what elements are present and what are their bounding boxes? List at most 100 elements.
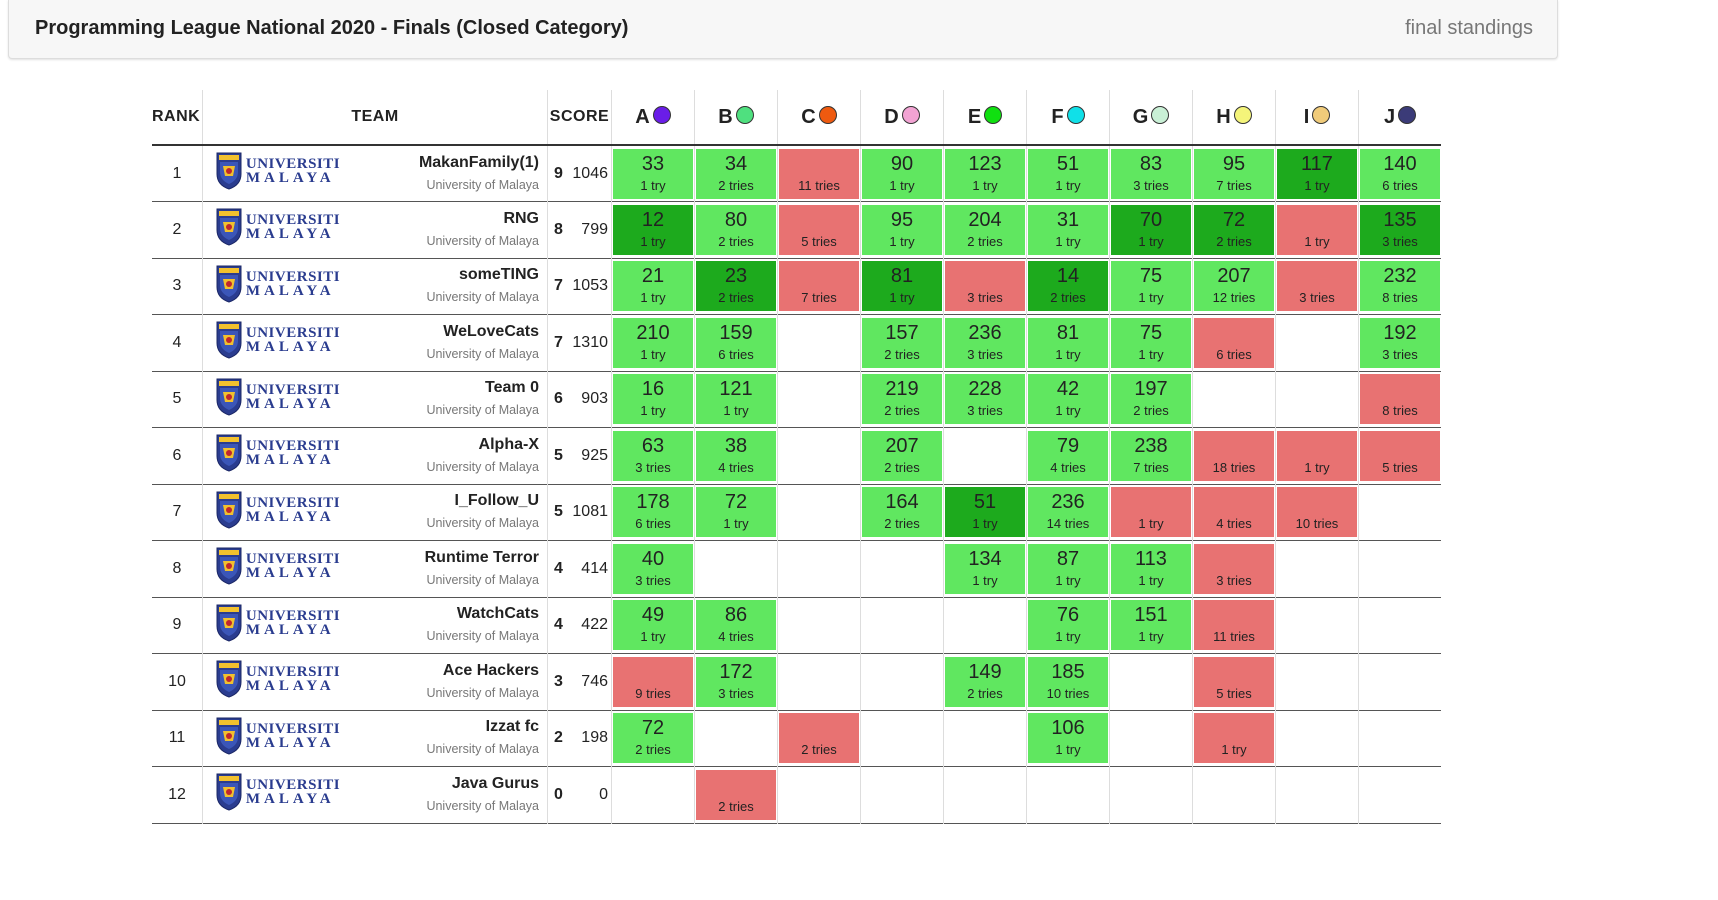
problem-cell-h[interactable]: 18 tries (1192, 427, 1276, 484)
problem-cell-d[interactable]: 90 1 try (860, 145, 944, 202)
problem-result[interactable]: 151 1 try (1111, 600, 1191, 651)
problem-result[interactable]: 140 6 tries (1360, 148, 1440, 199)
problem-cell-j[interactable]: 232 8 tries (1358, 258, 1441, 315)
problem-result[interactable]: 1 try (1194, 713, 1274, 764)
problem-header-e[interactable]: E (943, 90, 1027, 145)
problem-result[interactable]: 210 1 try (613, 317, 693, 368)
problem-result[interactable]: 5 tries (1360, 430, 1440, 481)
problem-cell-h[interactable]: 3 tries (1192, 540, 1276, 597)
problem-result[interactable]: 185 10 tries (1028, 656, 1108, 707)
problem-result[interactable]: 228 3 tries (945, 374, 1025, 425)
team-cell[interactable]: Izzat fc University of Malaya (353, 710, 548, 767)
problem-result[interactable]: 81 1 try (1028, 317, 1108, 368)
problem-result[interactable]: 3 tries (945, 261, 1025, 312)
team-name[interactable]: Ace Hackers (442, 661, 539, 679)
problem-result[interactable]: 117 1 try (1277, 148, 1357, 199)
team-row[interactable]: 11 UNIVERSITI MALAYA Izzat fc University of … (152, 710, 1441, 767)
problem-result[interactable]: 70 1 try (1111, 204, 1191, 255)
problem-cell-f[interactable]: 51 1 try (1026, 145, 1110, 202)
team-name[interactable]: Java Gurus (451, 774, 539, 792)
problem-result[interactable]: 86 4 tries (696, 600, 776, 651)
problem-cell-j[interactable]: 8 tries (1358, 371, 1441, 428)
problem-cell-h[interactable]: 207 12 tries (1192, 258, 1276, 315)
team-row[interactable]: 8 UNIVERSITI MALAYA Runtime Terror Universit… (152, 540, 1441, 597)
problem-cell-b[interactable]: 2 tries (694, 766, 778, 823)
problem-cell-j[interactable]: 135 3 tries (1358, 201, 1441, 258)
problem-header-g[interactable]: G (1109, 90, 1193, 145)
problem-result[interactable]: 6 tries (1194, 317, 1274, 368)
problem-result[interactable]: 172 3 tries (696, 656, 776, 707)
problem-cell-f[interactable]: 87 1 try (1026, 540, 1110, 597)
problem-result[interactable]: 72 1 try (696, 487, 776, 538)
problem-cell-f[interactable]: 76 1 try (1026, 597, 1110, 654)
problem-result[interactable]: 5 tries (779, 204, 859, 255)
problem-cell-f[interactable]: 106 1 try (1026, 710, 1110, 767)
problem-result[interactable]: 113 1 try (1111, 543, 1191, 594)
problem-result[interactable]: 23 2 tries (696, 261, 776, 312)
team-row[interactable]: 9 UNIVERSITI MALAYA WatchCats University of … (152, 597, 1441, 654)
problem-cell-b[interactable]: 121 1 try (694, 371, 778, 428)
problem-result[interactable]: 40 3 tries (613, 543, 693, 594)
problem-result[interactable]: 8 tries (1360, 374, 1440, 425)
problem-cell-g[interactable]: 113 1 try (1109, 540, 1193, 597)
team-cell[interactable]: Ace Hackers University of Malaya (353, 654, 548, 711)
problem-result[interactable]: 135 3 tries (1360, 204, 1440, 255)
problem-cell-h[interactable]: 1 try (1192, 710, 1276, 767)
problem-result[interactable]: 178 6 tries (613, 487, 693, 538)
problem-result[interactable]: 10 tries (1277, 487, 1357, 538)
team-cell[interactable]: Team 0 University of Malaya (353, 371, 548, 428)
problem-cell-b[interactable]: 34 2 tries (694, 145, 778, 202)
problem-cell-d[interactable]: 207 2 tries (860, 427, 944, 484)
problem-cell-a[interactable]: 40 3 tries (611, 540, 695, 597)
team-row[interactable]: 4 UNIVERSITI MALAYA WeLoveCats University of… (152, 314, 1441, 371)
problem-cell-a[interactable]: 12 1 try (611, 201, 695, 258)
problem-result[interactable]: 1 try (1111, 487, 1191, 538)
problem-result[interactable]: 72 2 tries (613, 713, 693, 764)
team-cell[interactable]: MakanFamily(1) University of Malaya (353, 145, 548, 202)
problem-cell-e[interactable]: 228 3 tries (943, 371, 1027, 428)
problem-result[interactable]: 7 tries (779, 261, 859, 312)
problem-cell-b[interactable]: 159 6 tries (694, 314, 778, 371)
problem-result[interactable]: 192 3 tries (1360, 317, 1440, 368)
problem-result[interactable]: 14 2 tries (1028, 261, 1108, 312)
problem-result[interactable]: 236 3 tries (945, 317, 1025, 368)
problem-cell-a[interactable]: 16 1 try (611, 371, 695, 428)
team-cell[interactable]: someTING University of Malaya (353, 258, 548, 315)
problem-result[interactable]: 159 6 tries (696, 317, 776, 368)
problem-cell-a[interactable]: 72 2 tries (611, 710, 695, 767)
problem-cell-h[interactable]: 72 2 tries (1192, 201, 1276, 258)
problem-result[interactable]: 4 tries (1194, 487, 1274, 538)
problem-cell-d[interactable]: 95 1 try (860, 201, 944, 258)
problem-result[interactable]: 31 1 try (1028, 204, 1108, 255)
problem-cell-b[interactable]: 80 2 tries (694, 201, 778, 258)
problem-cell-b[interactable]: 86 4 tries (694, 597, 778, 654)
team-name[interactable]: Izzat fc (485, 718, 539, 736)
team-name[interactable]: Alpha-X (478, 435, 539, 453)
problem-cell-i[interactable]: 1 try (1275, 201, 1359, 258)
problem-result[interactable]: 207 2 tries (862, 430, 942, 481)
problem-cell-h[interactable]: 6 tries (1192, 314, 1276, 371)
team-row[interactable]: 5 UNIVERSITI MALAYA Team 0 University of Mal… (152, 371, 1441, 428)
problem-result[interactable]: 149 2 tries (945, 656, 1025, 707)
team-row[interactable]: 12 UNIVERSITI MALAYA Java Gurus University o… (152, 766, 1441, 823)
problem-cell-e[interactable]: 3 tries (943, 258, 1027, 315)
problem-result[interactable]: 106 1 try (1028, 713, 1108, 764)
problem-cell-h[interactable]: 95 7 tries (1192, 145, 1276, 202)
problem-result[interactable]: 33 1 try (613, 148, 693, 199)
problem-cell-g[interactable]: 197 2 tries (1109, 371, 1193, 428)
problem-cell-h[interactable]: 4 tries (1192, 484, 1276, 541)
problem-cell-f[interactable]: 14 2 tries (1026, 258, 1110, 315)
problem-result[interactable]: 157 2 tries (862, 317, 942, 368)
problem-result[interactable]: 75 1 try (1111, 261, 1191, 312)
team-row[interactable]: 7 UNIVERSITI MALAYA I_Follow_U University of… (152, 484, 1441, 541)
problem-result[interactable]: 11 tries (1194, 600, 1274, 651)
problem-result[interactable]: 238 7 tries (1111, 430, 1191, 481)
problem-result[interactable]: 63 3 tries (613, 430, 693, 481)
problem-result[interactable]: 134 1 try (945, 543, 1025, 594)
problem-cell-i[interactable]: 10 tries (1275, 484, 1359, 541)
problem-result[interactable]: 164 2 tries (862, 487, 942, 538)
problem-result[interactable]: 95 1 try (862, 204, 942, 255)
problem-result[interactable]: 42 1 try (1028, 374, 1108, 425)
problem-result[interactable]: 83 3 tries (1111, 148, 1191, 199)
team-row[interactable]: 3 UNIVERSITI MALAYA someTING University of M… (152, 258, 1441, 315)
